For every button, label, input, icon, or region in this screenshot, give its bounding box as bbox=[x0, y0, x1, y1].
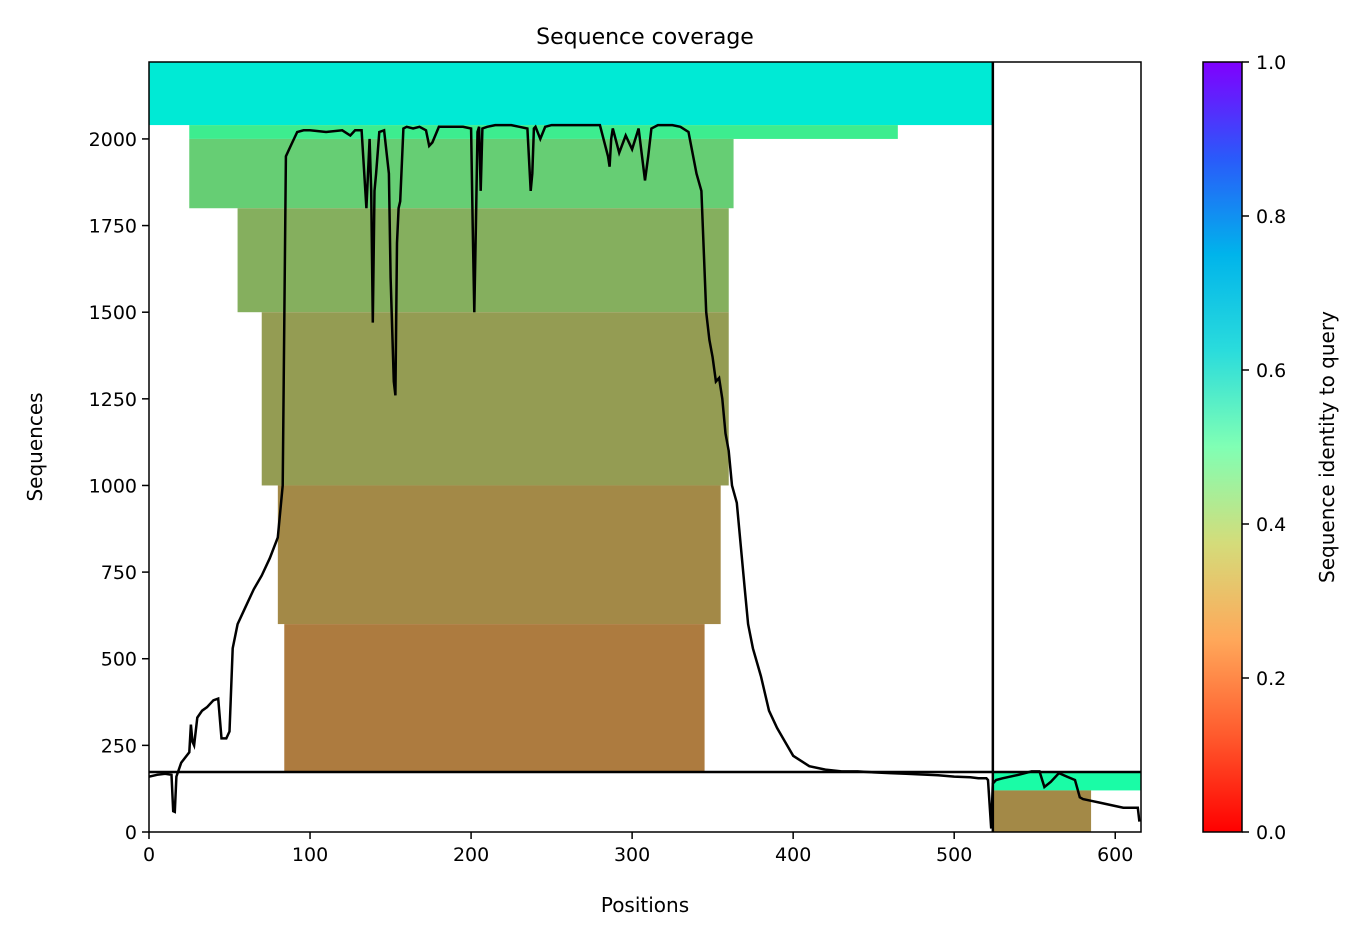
y-tick-label: 1500 bbox=[89, 302, 137, 324]
coverage-block bbox=[189, 138, 734, 209]
x-tick-label: 200 bbox=[453, 844, 489, 866]
y-tick-label: 1250 bbox=[89, 389, 137, 411]
plot-frame bbox=[148, 61, 1142, 833]
coverage-block bbox=[284, 624, 705, 773]
x-tick-label: 500 bbox=[936, 844, 972, 866]
coverage-block bbox=[237, 208, 729, 313]
coverage-blocks bbox=[149, 62, 1141, 832]
coverage-block bbox=[277, 485, 721, 625]
y-tick-label: 500 bbox=[101, 649, 137, 671]
x-tick-label: 600 bbox=[1097, 844, 1133, 866]
y-tick-label: 2000 bbox=[89, 129, 137, 151]
x-tick-label: 400 bbox=[775, 844, 811, 866]
colorbar-tick-label: 0.4 bbox=[1256, 514, 1286, 536]
colorbar-tick-label: 1.0 bbox=[1256, 52, 1286, 74]
x-axis-ticks: 0 100 200 300 400 500 600 bbox=[143, 832, 1133, 866]
coverage-block bbox=[992, 772, 1141, 791]
colorbar-tick-label: 0.8 bbox=[1256, 206, 1286, 228]
colorbar-tick-label: 0.6 bbox=[1256, 360, 1286, 382]
y-axis-ticks: 0 250 500 750 1000 1250 1500 1750 2000 bbox=[89, 129, 149, 844]
x-axis-label: Positions bbox=[601, 893, 689, 917]
x-tick-label: 100 bbox=[292, 844, 328, 866]
colorbar-tick-label: 0.2 bbox=[1256, 668, 1286, 690]
colorbar-tick-label: 0.0 bbox=[1256, 822, 1286, 844]
x-tick-label: 300 bbox=[614, 844, 650, 866]
colorbar bbox=[1202, 61, 1243, 833]
coverage-block bbox=[149, 62, 993, 126]
colorbar-ticks: 0.0 0.2 0.4 0.6 0.8 1.0 bbox=[1242, 52, 1286, 844]
y-tick-label: 0 bbox=[125, 822, 137, 844]
coverage-block bbox=[261, 312, 729, 486]
y-tick-label: 1750 bbox=[89, 216, 137, 238]
coverage-block bbox=[992, 790, 1092, 832]
x-tick-label: 0 bbox=[143, 844, 155, 866]
chart-title: Sequence coverage bbox=[536, 25, 754, 50]
coverage-line bbox=[149, 123, 1141, 829]
y-tick-label: 750 bbox=[101, 562, 137, 584]
y-tick-label: 1000 bbox=[89, 475, 137, 497]
y-tick-label: 250 bbox=[101, 735, 137, 757]
y-axis-label: Sequences bbox=[23, 392, 47, 501]
colorbar-label: Sequence identity to query bbox=[1315, 311, 1339, 583]
